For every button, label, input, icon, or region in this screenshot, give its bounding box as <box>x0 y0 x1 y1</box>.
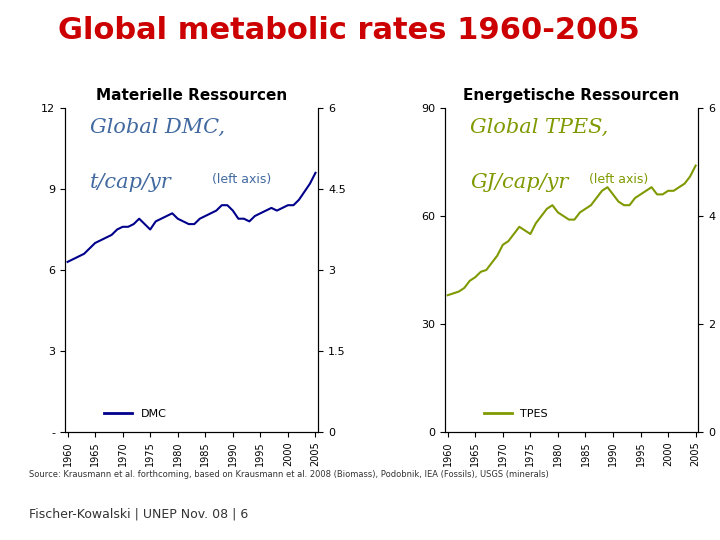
Legend: DMC: DMC <box>100 404 171 423</box>
Text: Fischer-Kowalski | UNEP Nov. 08 | 6: Fischer-Kowalski | UNEP Nov. 08 | 6 <box>29 508 248 521</box>
Text: t/cap/yr: t/cap/yr <box>90 173 172 192</box>
Text: (left axis): (left axis) <box>212 173 271 186</box>
Title: Materielle Ressourcen: Materielle Ressourcen <box>96 87 287 103</box>
Title: Energetische Ressourcen: Energetische Ressourcen <box>464 87 680 103</box>
Text: GJ/cap/yr: GJ/cap/yr <box>470 173 569 192</box>
Text: (left axis): (left axis) <box>590 173 649 186</box>
Text: Source: Krausmann et al. forthcoming, based on Krausmann et al. 2008 (Biomass), : Source: Krausmann et al. forthcoming, ba… <box>29 470 549 479</box>
Text: Global metabolic rates 1960-2005: Global metabolic rates 1960-2005 <box>58 16 639 45</box>
Legend: TPES: TPES <box>480 404 552 423</box>
Text: Global TPES,: Global TPES, <box>470 118 608 137</box>
Text: Global DMC,: Global DMC, <box>90 118 225 137</box>
